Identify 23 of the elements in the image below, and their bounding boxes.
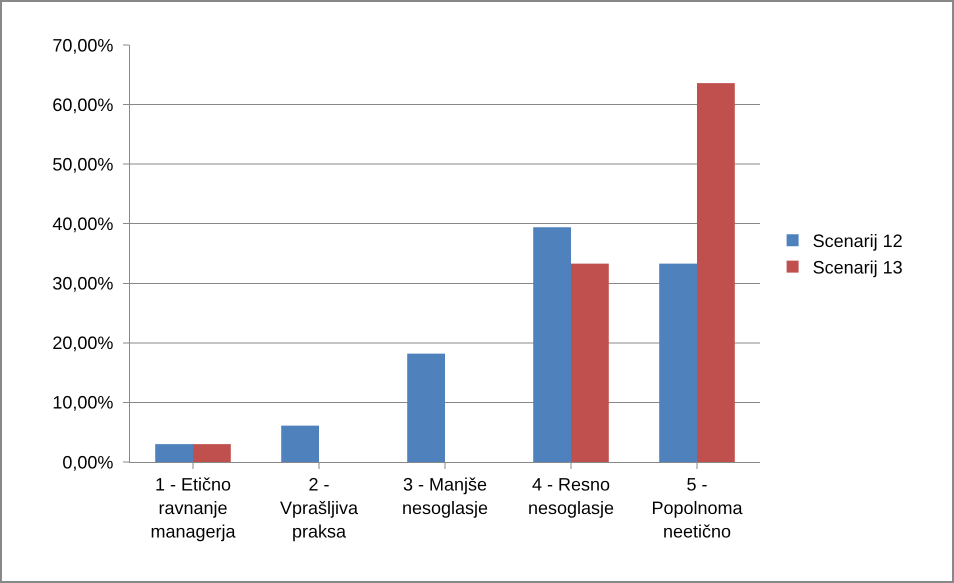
x-tick-label: 4 - Resno nesoglasje — [528, 474, 614, 518]
x-tick-label: 2 - Vprašljiva praksa — [280, 474, 360, 542]
y-tick-label: 30,00% — [52, 274, 114, 294]
x-tick-label: 5 - Popolnoma neetično — [651, 474, 744, 542]
x-tick-label: 1 - Etično ravnanje managerja — [150, 474, 237, 542]
bar — [281, 426, 319, 462]
bar — [193, 444, 231, 462]
bar — [697, 83, 735, 462]
legend-label: Scenarij 12 — [812, 231, 903, 252]
y-tick-label: 60,00% — [52, 94, 114, 115]
bar — [571, 264, 609, 462]
y-tick-label: 0,00% — [62, 452, 114, 472]
bar — [407, 354, 445, 462]
bar — [155, 444, 193, 462]
legend-label: Scenarij 13 — [812, 258, 903, 278]
bar — [533, 227, 571, 462]
bar — [659, 264, 697, 462]
x-tick-label: 3 - Manjše nesoglasje — [402, 474, 488, 518]
y-tick-label: 10,00% — [52, 392, 114, 413]
y-tick-label: 40,00% — [52, 214, 114, 234]
y-tick-label: 20,00% — [52, 333, 114, 354]
y-tick-label: 70,00% — [52, 35, 114, 56]
y-tick-label: 50,00% — [52, 154, 114, 174]
